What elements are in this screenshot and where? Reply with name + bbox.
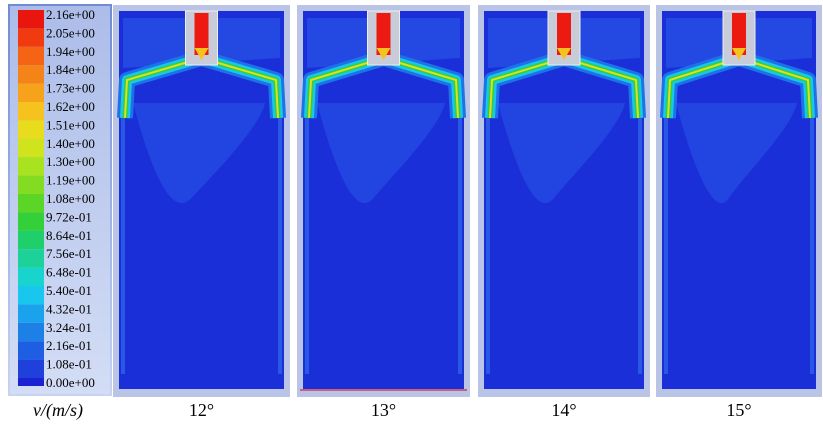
- colorbar-label: 1.08e-01: [46, 357, 92, 372]
- colorbar-swatch: [18, 194, 44, 212]
- colorbar-label: 1.51e+00: [46, 117, 95, 132]
- colorbar-title: v/(m/s): [33, 400, 83, 421]
- colorbar-label: 2.05e+00: [46, 25, 95, 40]
- contour-panel: [656, 5, 822, 397]
- colorbar-label: 7.56e-01: [46, 246, 92, 261]
- colorbar-label: 1.30e+00: [46, 154, 95, 169]
- contour-panel: [297, 5, 470, 397]
- colorbar-label: 1.62e+00: [46, 99, 95, 114]
- colorbar-label: 1.19e+00: [46, 173, 95, 188]
- colorbar-swatch: [18, 176, 44, 194]
- panel-label: 14°: [551, 400, 576, 420]
- colorbar-label: 1.94e+00: [46, 44, 95, 59]
- colorbar-label: 3.24e-01: [46, 320, 92, 335]
- colorbar-label: 9.72e-01: [46, 209, 92, 224]
- colorbar-swatch: [18, 304, 44, 322]
- colorbar-swatch: [18, 102, 44, 120]
- colorbar-swatch: [18, 231, 44, 249]
- colorbar-swatch: [18, 286, 44, 304]
- figure: v/(m/s) 2.16e+00 2.05e+00 1.94e+00 1.84e+00…: [0, 0, 823, 428]
- colorbar-label: 1.73e+00: [46, 81, 95, 96]
- panel-label: 13°: [371, 400, 396, 420]
- colorbar-label: 6.48e-01: [46, 265, 92, 280]
- colorbar-label: 2.16e-01: [46, 338, 92, 353]
- colorbar-label: 0.00e+00: [46, 375, 95, 390]
- colorbar-swatch: [18, 378, 44, 386]
- colorbar-label: 2.16e+00: [46, 7, 95, 22]
- colorbar-swatch: [18, 341, 44, 359]
- colorbar-swatch: [18, 323, 44, 341]
- colorbar-swatch: [18, 65, 44, 83]
- contour-panel: [478, 5, 650, 397]
- panel-label: 12°: [189, 400, 214, 420]
- contour-panel: [113, 5, 290, 397]
- colorbar-label: 5.40e-01: [46, 283, 92, 298]
- colorbar-label: 8.64e-01: [46, 228, 92, 243]
- colorbar-swatch: [18, 360, 44, 378]
- colorbar-label: 4.32e-01: [46, 301, 92, 316]
- colorbar-swatch: [18, 157, 44, 175]
- colorbar-swatch: [18, 139, 44, 157]
- colorbar-swatch: [18, 249, 44, 267]
- colorbar-swatch: [18, 28, 44, 46]
- colorbar-swatch: [18, 212, 44, 230]
- colorbar-label: 1.40e+00: [46, 136, 95, 151]
- colorbar-swatch: [18, 47, 44, 65]
- colorbar-swatch: [18, 84, 44, 102]
- colorbar-label: 1.84e+00: [46, 62, 95, 77]
- colorbar-swatch: [18, 268, 44, 286]
- colorbar-swatch: [18, 10, 44, 28]
- page: v/(m/s) 2.16e+00 2.05e+00 1.94e+00 1.84e+00…: [0, 0, 823, 433]
- panel-label: 15°: [726, 400, 751, 420]
- colorbar-swatch: [18, 120, 44, 138]
- colorbar-label: 1.08e+00: [46, 191, 95, 206]
